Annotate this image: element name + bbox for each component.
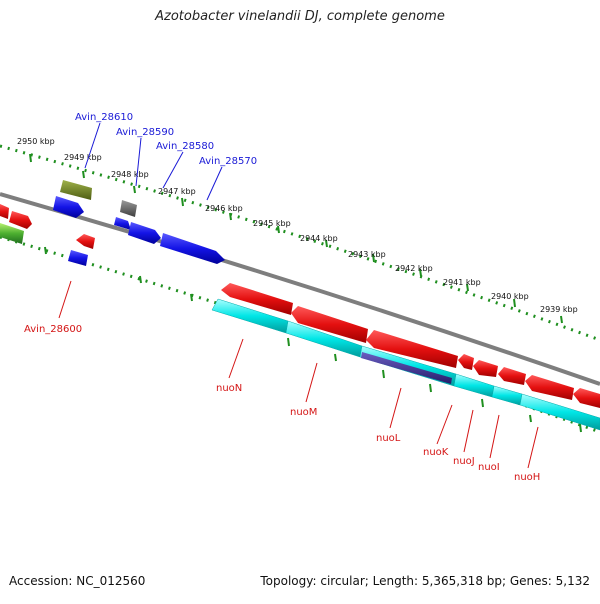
- olive-feature: [60, 180, 92, 200]
- accession-text: Accession: NC_012560: [9, 574, 146, 588]
- scale-labels: 2950 kbp 2949 kbp 2948 kbp 2947 kbp 2946…: [17, 137, 578, 314]
- genome-backbone: [0, 192, 600, 386]
- kbp-label: 2949 kbp: [64, 153, 102, 162]
- kbp-label: 2943 kbp: [348, 250, 386, 259]
- gene-label: Avin_28610: [75, 112, 133, 123]
- kbp-label: 2950 kbp: [17, 137, 55, 146]
- kbp-label: 2939 kbp: [540, 305, 578, 314]
- kbp-label: 2941 kbp: [443, 278, 481, 287]
- gene-label: Avin_28580: [156, 141, 214, 152]
- map-title: Azotobacter vinelandii DJ, complete geno…: [155, 9, 445, 24]
- kbp-label: 2947 kbp: [158, 187, 196, 196]
- kbp-label: 2944 kbp: [300, 234, 338, 243]
- gene-label: nuoI: [478, 462, 500, 473]
- gene-labels: Avin_28610 Avin_28590 Avin_28580 Avin_28…: [24, 112, 540, 483]
- reverse-cds-arrows: [221, 283, 600, 408]
- kbp-label: 2942 kbp: [395, 264, 433, 273]
- left-red-arrow-2: [9, 211, 32, 229]
- gene-label: Avin_28590: [116, 127, 174, 138]
- gene-label: nuoH: [514, 472, 540, 483]
- kbp-label: 2945 kbp: [253, 219, 291, 228]
- gene-label: nuoL: [376, 433, 401, 444]
- gray-feature: [120, 200, 137, 217]
- gene-label: nuoM: [290, 407, 317, 418]
- navy-feature: [361, 352, 452, 384]
- gene-label: nuoJ: [453, 456, 475, 467]
- gene-label: nuoN: [216, 383, 242, 394]
- left-green-feature: [0, 223, 24, 244]
- gene-label: Avin_28600: [24, 324, 82, 335]
- label-leader-lines: [58, 122, 539, 469]
- red-small-feature: [76, 234, 95, 249]
- topology-text: Topology: circular; Length: 5,365,318 bp…: [260, 574, 590, 588]
- kbp-label: 2948 kbp: [111, 170, 149, 179]
- gene-label: Avin_28570: [199, 156, 257, 167]
- outer-scale-dots: [0, 144, 600, 342]
- kbp-label: 2946 kbp: [205, 204, 243, 213]
- forward-cds-arrows: [53, 196, 225, 266]
- gene-label: nuoK: [423, 447, 449, 458]
- kbp-label: 2940 kbp: [491, 292, 529, 301]
- outer-tick-marks: [29, 153, 563, 324]
- left-red-arrow: [0, 204, 9, 219]
